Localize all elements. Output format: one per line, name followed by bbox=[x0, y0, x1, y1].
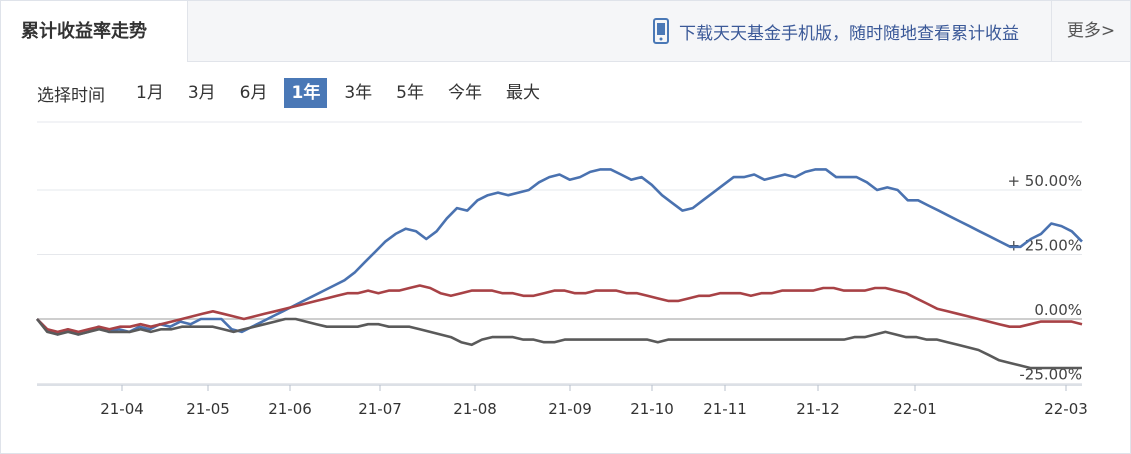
range-option-3m[interactable]: 3月 bbox=[187, 83, 216, 103]
series-line-2 bbox=[35, 317, 1082, 370]
time-range-label: 选择时间 bbox=[37, 85, 105, 106]
x-tick-label: 21-12 bbox=[796, 400, 840, 418]
x-tick-label: 21-08 bbox=[453, 400, 497, 418]
mobile-phone-icon bbox=[653, 18, 669, 44]
range-option-1m[interactable]: 1月 bbox=[136, 83, 164, 103]
range-option-1y[interactable]: 1年 bbox=[284, 78, 328, 108]
panel-header: 累计收益率走势 下载天天基金手机版，随时随地查看累计收益 更多> bbox=[1, 1, 1130, 62]
x-tick-label: 22-01 bbox=[893, 400, 937, 418]
x-tick-label: 22-03 bbox=[1044, 400, 1088, 418]
range-option-5y[interactable]: 5年 bbox=[396, 83, 424, 103]
promo-text: 下载天天基金手机版，随时随地查看累计收益 bbox=[679, 23, 1019, 44]
range-option-3y[interactable]: 3年 bbox=[344, 83, 373, 103]
series-line-0 bbox=[36, 168, 1083, 336]
app-download-promo[interactable]: 下载天天基金手机版，随时随地查看累计收益 bbox=[653, 1, 1019, 61]
x-tick-label: 21-07 bbox=[358, 400, 402, 418]
y-tick-label: + 50.00% bbox=[1007, 172, 1082, 190]
panel-title-tab[interactable]: 累计收益率走势 bbox=[1, 1, 188, 62]
x-tick-label: 21-11 bbox=[703, 400, 747, 418]
x-tick-label: 21-10 bbox=[630, 400, 674, 418]
x-tick-label: 21-09 bbox=[548, 400, 592, 418]
y-tick-label: 0.00% bbox=[1034, 301, 1082, 319]
time-range-selector: 选择时间 1月 3月 6月 1年 3年 5年 今年 最大 bbox=[37, 77, 557, 109]
range-option-6m[interactable]: 6月 bbox=[239, 83, 268, 103]
y-tick-label: -25.00% bbox=[1019, 366, 1082, 384]
x-tick-label: 21-05 bbox=[186, 400, 230, 418]
more-link[interactable]: 更多> bbox=[1051, 1, 1130, 61]
series-line-1 bbox=[36, 284, 1083, 334]
x-tick-label: 21-04 bbox=[100, 400, 144, 418]
x-tick-label: 21-06 bbox=[268, 400, 312, 418]
range-option-max[interactable]: 最大 bbox=[505, 83, 540, 103]
range-option-ytd[interactable]: 今年 bbox=[447, 83, 482, 103]
